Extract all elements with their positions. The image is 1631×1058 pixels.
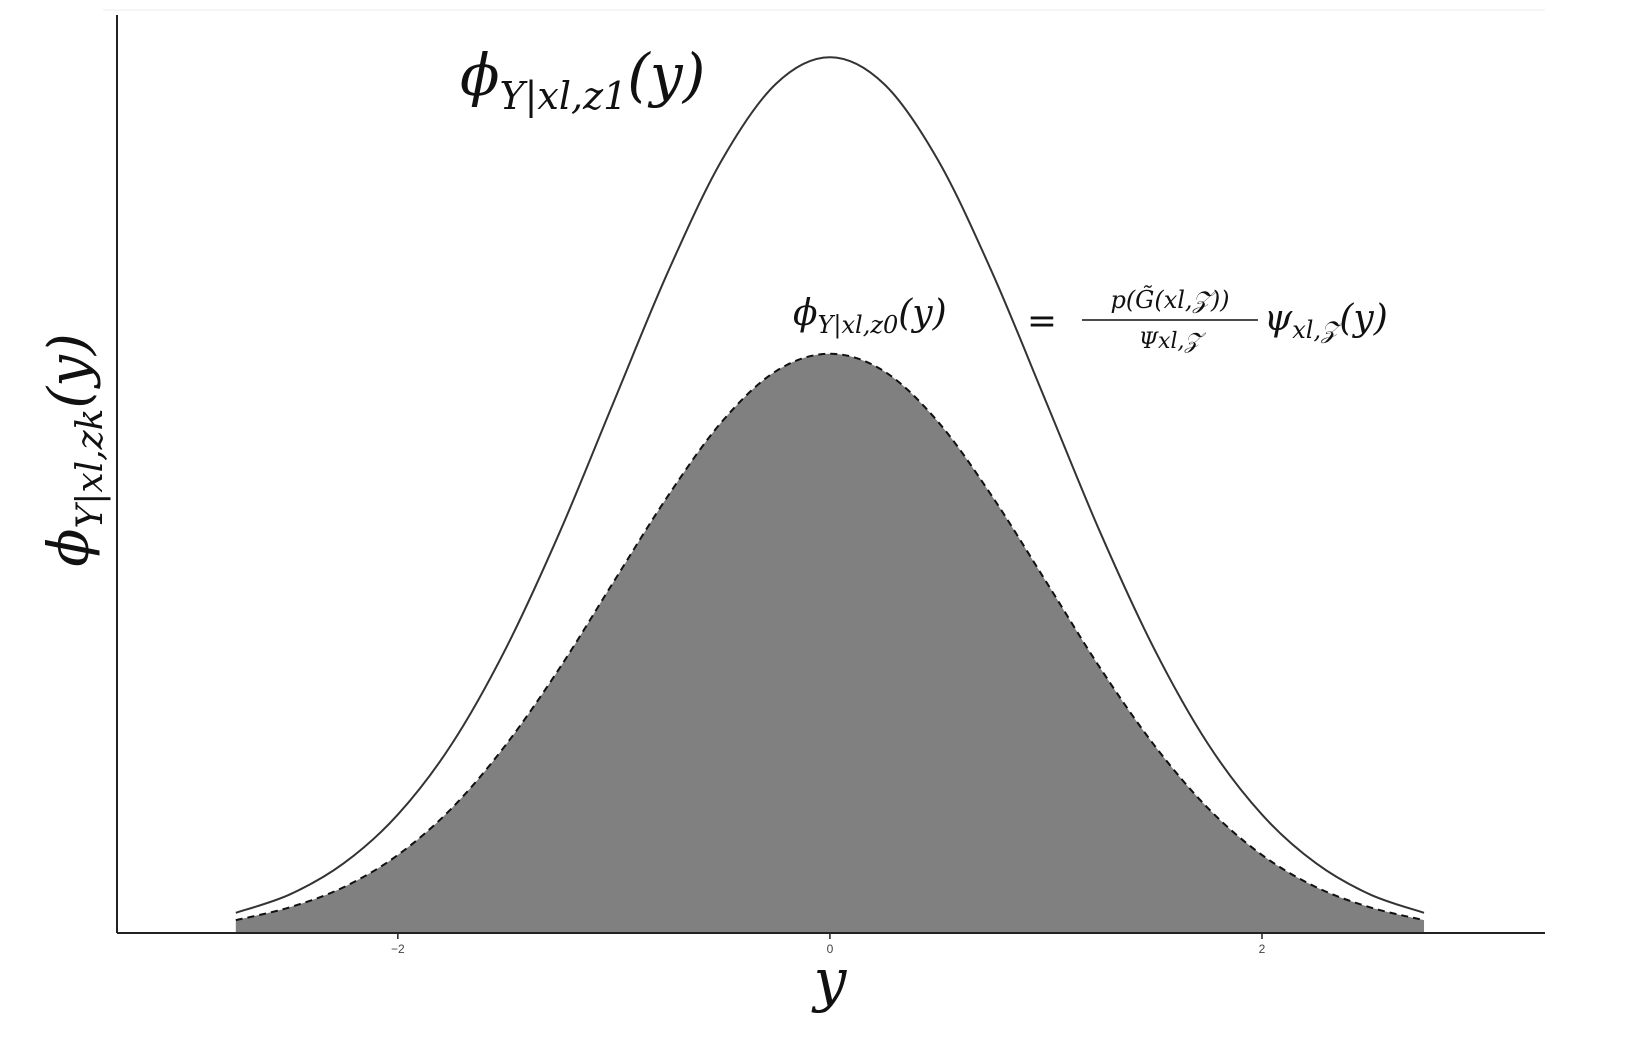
annotation-part: ψ <box>1264 298 1293 339</box>
annotation-part: ϕ <box>460 41 500 109</box>
label-part: (y) <box>37 333 102 408</box>
annotation-part: (y) <box>1339 298 1387 339</box>
annotation: ϕY|xl,z0(y) = p(G̃(xl,𝒵)) Ψxl,𝒵 ψxl,𝒵(y) <box>793 286 1388 354</box>
annotation-part: ϕY|xl,z0(y) <box>793 293 947 340</box>
annotation-part: Y|xl,z0 <box>818 311 899 340</box>
label-part: ϕ <box>37 529 102 567</box>
annotation-part: Ψxl,𝒵 <box>1139 329 1207 354</box>
x-tick-label: 2 <box>1259 942 1266 956</box>
plot-area <box>235 56 1425 933</box>
density-area <box>235 353 1425 933</box>
annotation-part: xl,𝒵 <box>1292 316 1345 344</box>
annotation-part: ψxl,𝒵(y) <box>1264 298 1388 344</box>
density-line <box>235 352 1425 922</box>
y-axis-label: ϕY|xl,zk(y) <box>37 333 111 566</box>
annotation-part: Y|xl,z1 <box>500 74 628 118</box>
x-tick-label: 0 <box>827 942 834 956</box>
annotation-part: ϕ <box>793 293 818 334</box>
annotation-part: p(G̃(xl,𝒵)) <box>1110 286 1229 314</box>
x-tick-label: −2 <box>391 942 405 956</box>
x-axis-label: y <box>811 946 848 1014</box>
label-part: Y|xl,zk <box>70 409 111 529</box>
annotation-part: (y) <box>898 293 946 334</box>
annotation-part: (y) <box>627 41 705 109</box>
density-line <box>235 56 1425 914</box>
annotation: ϕY|xl,z1(y) <box>460 41 705 118</box>
annotation-part: = <box>1027 301 1057 342</box>
